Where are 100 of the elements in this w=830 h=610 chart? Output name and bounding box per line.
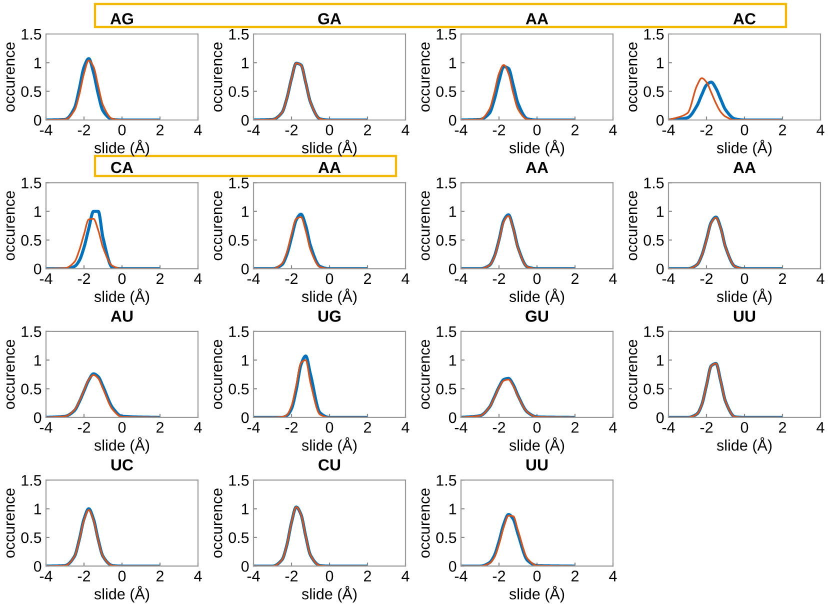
- y-axis-title: occurence: [6, 488, 15, 558]
- x-tick-label: 2: [572, 273, 578, 284]
- y-tick-label: 0.5: [21, 234, 42, 246]
- y-tick-label: 0: [34, 264, 42, 274]
- x-tick-label: 4: [816, 273, 824, 284]
- x-tick-label: 4: [194, 422, 202, 433]
- chart-title: UG: [318, 310, 340, 322]
- x-axis-title: slide (Å): [716, 140, 772, 156]
- y-axis-title: occurence: [628, 42, 638, 112]
- x-tick-label: 2: [364, 570, 371, 582]
- x-tick-label: 2: [364, 124, 371, 136]
- chart-title: UU: [734, 310, 756, 322]
- x-tick-label: 2: [779, 422, 786, 433]
- x-tick-label: 4: [816, 422, 824, 433]
- x-tick-label: -4: [40, 124, 52, 136]
- y-tick-label: 0.5: [228, 234, 249, 246]
- x-axis-title: slide (Å): [94, 288, 150, 306]
- y-axis-title: occurence: [421, 340, 430, 409]
- chart-title: AC: [733, 13, 756, 24]
- x-axis-title: slide (Å): [716, 437, 772, 454]
- x-tick-label: -4: [454, 422, 468, 433]
- x-tick-label: 4: [402, 273, 410, 284]
- x-axis-title: slide (Å): [302, 586, 357, 602]
- x-tick-label: -2: [78, 124, 90, 136]
- chart-title: CU: [318, 459, 340, 471]
- y-tick-label: 0.5: [21, 532, 42, 544]
- y-axis-title: occurence: [6, 340, 15, 409]
- y-tick-label: 0: [448, 264, 456, 274]
- x-tick-label: -2: [492, 570, 506, 582]
- x-tick-label: 4: [816, 124, 824, 136]
- x-tick-label: 4: [194, 570, 202, 582]
- y-tick-label: 0: [448, 412, 456, 424]
- x-tick-label: 0: [118, 570, 126, 582]
- y-tick-label: 1.5: [644, 326, 664, 338]
- y-tick-label: 1.5: [229, 326, 249, 338]
- x-tick-label: -2: [700, 273, 713, 284]
- y-tick-label: 1.5: [229, 29, 249, 40]
- y-tick-label: 0: [241, 114, 249, 126]
- x-tick-label: -2: [285, 422, 298, 433]
- y-tick-label: 0.5: [21, 384, 42, 394]
- chart-title: AA: [318, 162, 341, 173]
- y-tick-label: 1: [242, 504, 249, 514]
- x-tick-label: 0: [740, 422, 748, 433]
- x-tick-label: 0: [326, 570, 334, 582]
- x-tick-label: -2: [285, 273, 298, 284]
- y-tick-label: 1.5: [644, 178, 664, 188]
- y-axis-title: occurence: [421, 191, 430, 260]
- y-tick-label: 1: [657, 58, 664, 68]
- x-tick-label: -2: [78, 422, 90, 433]
- x-tick-label: -4: [247, 422, 260, 433]
- y-tick-label: 1.5: [22, 29, 42, 40]
- y-tick-label: 1: [657, 206, 664, 217]
- y-axis-title: occurence: [628, 191, 638, 260]
- x-tick-label: 0: [326, 124, 334, 136]
- x-tick-label: -2: [78, 570, 90, 582]
- x-tick-label: 0: [740, 273, 748, 284]
- x-tick-label: 0: [326, 422, 334, 433]
- y-tick-label: 0: [448, 560, 456, 572]
- x-tick-label: 2: [572, 422, 578, 433]
- x-axis-title: slide (Å): [94, 586, 150, 602]
- y-tick-label: 0: [241, 264, 249, 274]
- chart-title: UU: [526, 459, 548, 471]
- x-tick-label: 2: [156, 124, 164, 136]
- x-tick-label: 0: [533, 570, 541, 582]
- x-tick-label: 0: [118, 273, 126, 284]
- x-tick-label: 4: [609, 273, 617, 284]
- y-tick-label: 0.5: [228, 532, 249, 544]
- chart-title: UC: [111, 459, 134, 471]
- x-tick-label: 4: [609, 124, 617, 136]
- x-tick-label: -2: [492, 422, 506, 433]
- x-tick-label: 4: [402, 422, 410, 433]
- y-tick-label: 1.5: [436, 178, 456, 188]
- y-tick-label: 0.5: [436, 384, 456, 394]
- x-tick-label: -2: [285, 570, 298, 582]
- y-tick-label: 0.5: [644, 86, 664, 98]
- x-tick-label: -2: [700, 422, 713, 433]
- x-tick-label: -2: [492, 124, 506, 136]
- x-tick-label: 0: [533, 124, 541, 136]
- y-tick-label: 1.5: [436, 29, 456, 40]
- y-tick-label: 1: [34, 355, 42, 366]
- x-tick-label: -2: [285, 124, 298, 136]
- x-axis-title: slide (Å): [509, 586, 564, 602]
- y-tick-label: 1.5: [436, 326, 456, 338]
- y-tick-label: 0: [34, 114, 42, 126]
- x-axis-title: slide (Å): [509, 140, 564, 156]
- y-tick-label: 0.5: [228, 86, 249, 98]
- y-tick-label: 1.5: [22, 326, 42, 338]
- x-tick-label: -4: [247, 570, 260, 582]
- y-tick-label: 0: [448, 114, 456, 126]
- y-axis-title: occurence: [6, 191, 15, 260]
- x-axis-title: slide (Å): [302, 437, 357, 454]
- y-tick-label: 1: [450, 355, 456, 366]
- x-tick-label: 4: [609, 422, 617, 433]
- y-tick-label: 1: [242, 58, 249, 68]
- x-tick-label: 0: [118, 422, 126, 433]
- x-axis-title: slide (Å): [94, 437, 150, 454]
- y-tick-label: 1: [657, 355, 664, 366]
- x-tick-label: 0: [118, 124, 126, 136]
- x-tick-label: 2: [572, 570, 578, 582]
- y-tick-label: 1: [450, 206, 456, 217]
